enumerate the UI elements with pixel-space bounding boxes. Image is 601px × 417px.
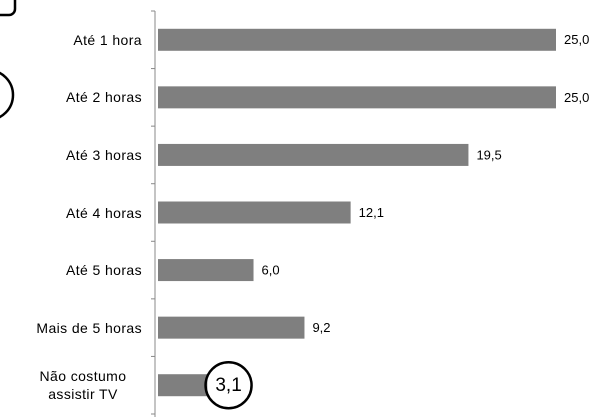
- category-label-box: Mais de 5 horas: [0, 303, 142, 353]
- value-label: 3,1: [215, 375, 241, 396]
- category-label: Até 3 horas: [66, 146, 142, 163]
- highlight-circle: [204, 360, 253, 410]
- bar: [158, 316, 305, 339]
- category-label: Até 4 horas: [66, 204, 142, 221]
- category-label: Mais de 5 horas: [36, 319, 142, 336]
- cropped-shape: [0, 0, 17, 17]
- bar: [158, 201, 351, 224]
- category-label-box: Até 5 horas: [0, 245, 142, 295]
- category-label-box: Não costumo assistir TV: [0, 360, 142, 410]
- bar: [158, 259, 254, 282]
- value-label: 6,0: [262, 263, 280, 278]
- value-label: 25,0: [564, 90, 589, 105]
- category-label: Até 5 horas: [66, 262, 142, 279]
- category-label-box: Até 4 horas: [0, 188, 142, 238]
- bar: [158, 374, 208, 397]
- category-label: Não costumo assistir TV: [39, 368, 127, 403]
- value-label: 9,2: [312, 320, 330, 335]
- bar: [158, 143, 469, 166]
- cropped-circle: [0, 71, 15, 119]
- value-label: 12,1: [359, 205, 384, 220]
- category-label: Até 2 horas: [66, 89, 142, 106]
- category-label-box: Até 2 horas: [0, 72, 142, 122]
- category-label-box: Até 3 horas: [0, 130, 142, 180]
- value-label: 25,0: [564, 32, 589, 47]
- category-label: Até 1 hora: [73, 31, 142, 48]
- value-label: 19,5: [476, 147, 501, 162]
- category-label-box: Até 1 hora: [0, 15, 142, 65]
- bar: [158, 86, 556, 109]
- bar: [158, 28, 556, 51]
